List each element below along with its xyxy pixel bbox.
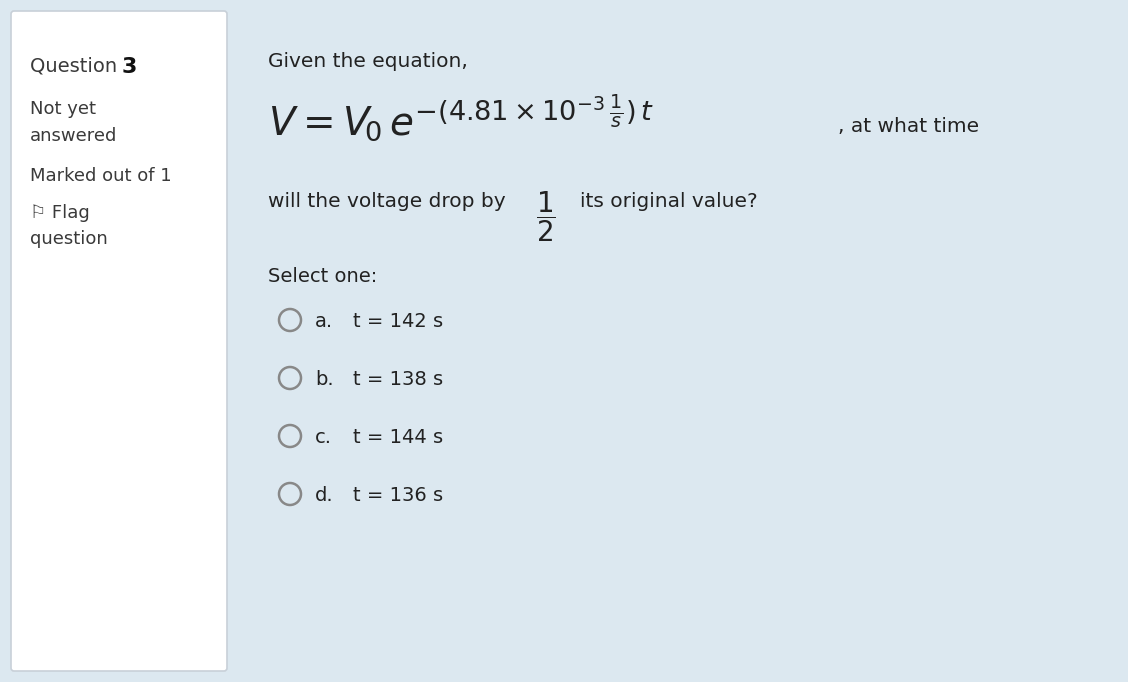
- Text: d.: d.: [315, 486, 334, 505]
- Text: Marked out of 1: Marked out of 1: [30, 167, 171, 185]
- Text: $V = V_{\!0}\,e^{-(4.81\times10^{-3}\,\frac{1}{s})\,t}$: $V = V_{\!0}\,e^{-(4.81\times10^{-3}\,\f…: [268, 92, 654, 143]
- Text: its original value?: its original value?: [580, 192, 758, 211]
- Text: t = 144 s: t = 144 s: [353, 428, 443, 447]
- Text: Select one:: Select one:: [268, 267, 377, 286]
- Text: $\dfrac{1}{2}$: $\dfrac{1}{2}$: [536, 189, 556, 243]
- Text: ⚐ Flag: ⚐ Flag: [30, 204, 90, 222]
- Text: b.: b.: [315, 370, 334, 389]
- Text: Not yet: Not yet: [30, 100, 96, 118]
- Text: Question: Question: [30, 57, 123, 76]
- Text: t = 138 s: t = 138 s: [353, 370, 443, 389]
- Text: question: question: [30, 230, 108, 248]
- Text: 3: 3: [122, 57, 138, 77]
- Text: , at what time: , at what time: [838, 117, 979, 136]
- Text: answered: answered: [30, 127, 117, 145]
- Text: t = 136 s: t = 136 s: [353, 486, 443, 505]
- Text: will the voltage drop by: will the voltage drop by: [268, 192, 505, 211]
- Text: Given the equation,: Given the equation,: [268, 52, 468, 71]
- Text: c.: c.: [315, 428, 332, 447]
- Text: t = 142 s: t = 142 s: [353, 312, 443, 331]
- Text: a.: a.: [315, 312, 333, 331]
- FancyBboxPatch shape: [11, 11, 227, 671]
